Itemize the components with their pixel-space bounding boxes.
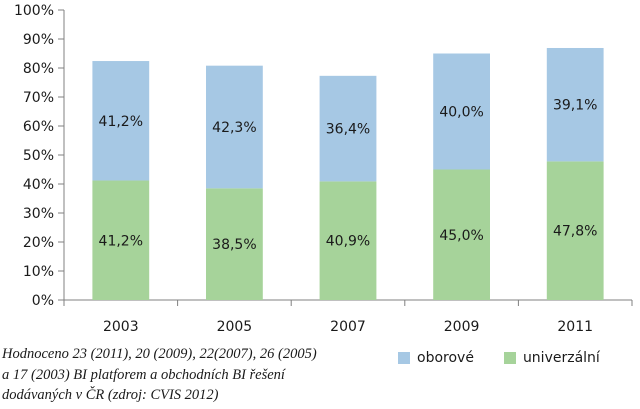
y-tick-label: 80% (23, 61, 54, 77)
legend-item-univerzalni: univerzální (503, 350, 600, 366)
y-tick-label: 90% (23, 32, 54, 48)
data-label-univerzalni-2011: 47,8% (553, 224, 597, 240)
y-tick-label: 30% (23, 206, 54, 222)
legend-item-oborove: oborové (398, 350, 474, 366)
x-tick-label: 2003 (103, 319, 139, 335)
y-tick-label: 20% (23, 235, 54, 251)
bar-segment-oborove-2003 (92, 61, 150, 181)
y-axis: 0% 10% 20% 30% 40% 50% 60% 70% 80% 90% 100% (14, 3, 65, 309)
bars (92, 47, 604, 300)
y-tick-label: 70% (23, 90, 54, 106)
x-tick-label: 2007 (330, 319, 366, 335)
chart-caption: Hodnoceno 23 (2011), 20 (2009), 22(2007)… (2, 344, 342, 406)
y-tick-label: 50% (23, 148, 54, 164)
data-label-oborove-2011: 39,1% (553, 98, 597, 114)
data-label-oborove-2003: 41,2% (99, 114, 143, 130)
y-tick-label: 10% (23, 264, 54, 280)
y-tick-label: 100% (14, 3, 54, 19)
x-tick-label: 2009 (444, 319, 480, 335)
data-label-univerzalni-2007: 40,9% (326, 234, 370, 250)
bar-segment-univerzalni-2011 (546, 161, 604, 300)
data-label-univerzalni-2005: 38,5% (212, 237, 256, 253)
legend-swatch-univerzalni (503, 352, 516, 364)
bar-segment-univerzalni-2005 (206, 188, 263, 300)
stacked-bar-chart: 0% 10% 20% 30% 40% 50% 60% 70% 80% 90% 100% 2003 20… (14, 3, 633, 335)
bar-segment-univerzalni-2007 (319, 181, 377, 300)
data-label-oborove-2007: 36,4% (326, 122, 370, 138)
bar-segment-oborove-2005 (206, 65, 263, 189)
chart-canvas: 0%10%20%30%40%50%60%70%80%90%100% 2003 20… (14, 3, 633, 335)
legend-swatch-oborove (398, 352, 410, 364)
bar-segment-oborove-2011 (546, 47, 604, 162)
legend-label-oborove: oborové (417, 350, 474, 366)
x-axis: 2003 2005 2007 2009 2011 (63, 299, 633, 335)
caption-line: a 17 (2003) BI platforem a obchodních BI… (2, 366, 285, 383)
chart-legend: oborové univerzální (398, 350, 600, 366)
data-label-oborove-2005: 42,3% (212, 120, 256, 136)
data-label-univerzalni-2009: 45,0% (439, 228, 483, 244)
data-labels: 41,2% 41,2% 38,5% 42,3% 40,9% 36,4% 45,0% 40,0%… (99, 98, 598, 253)
x-tick-label: 2005 (217, 319, 253, 335)
caption-line: dodávaných v ČR (zdroj: CVIS 2012) (2, 387, 219, 403)
legend-label-univerzalni: univerzální (522, 350, 600, 366)
y-tick-label: 0% (32, 293, 54, 309)
caption-line: Hodnoceno 23 (2011), 20 (2009), 22(2007)… (2, 346, 317, 362)
y-tick-label: 60% (23, 119, 54, 135)
y-tick-label: 40% (23, 177, 54, 193)
bar-segment-oborove-2007 (319, 75, 377, 182)
bar-segment-univerzalni-2003 (92, 180, 150, 300)
data-label-univerzalni-2003: 41,2% (99, 233, 143, 249)
bar-segment-univerzalni-2009 (433, 169, 490, 300)
x-tick-label: 2011 (557, 319, 593, 335)
bar-segment-oborove-2009 (433, 53, 490, 170)
data-label-oborove-2009: 40,0% (439, 105, 483, 121)
